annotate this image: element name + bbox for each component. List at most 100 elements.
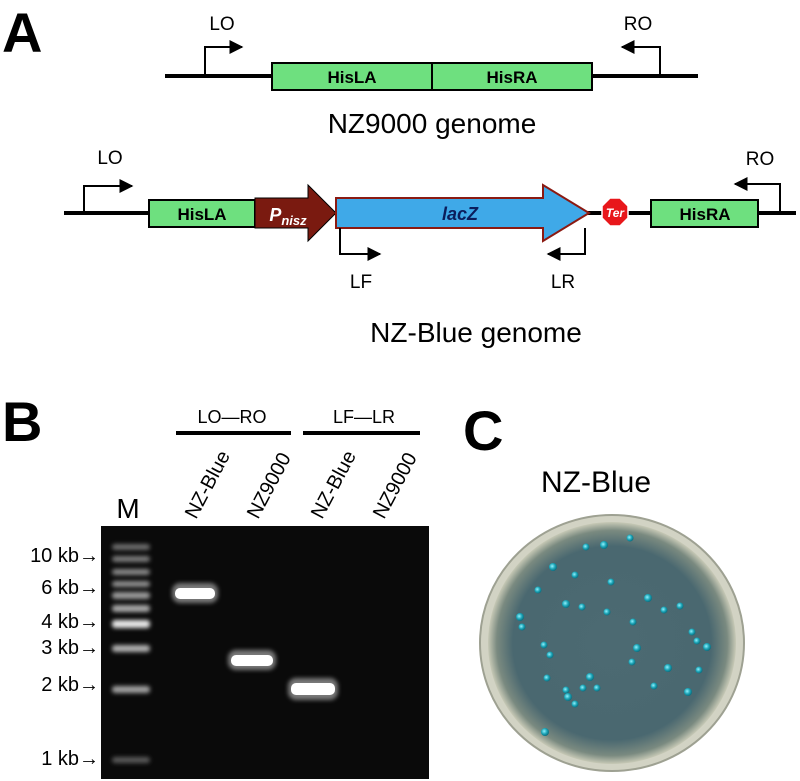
colony xyxy=(518,623,526,631)
terminator-octagon xyxy=(601,197,629,227)
ladder-band xyxy=(112,686,150,693)
hisla-label: HisLA xyxy=(327,68,376,87)
colony xyxy=(664,664,672,672)
panel-c-letter: C xyxy=(463,399,503,462)
plate-title: NZ-Blue xyxy=(541,466,651,499)
gel-headers: LO—RO LF—LR M NZ-Blue NZ9000 NZ-Blue NZ9… xyxy=(116,407,421,524)
hisra-label: HisRA xyxy=(679,205,730,224)
colony xyxy=(541,728,549,736)
colony xyxy=(582,543,590,551)
colony xyxy=(600,541,608,549)
colony xyxy=(516,613,524,621)
sample-bands xyxy=(172,583,338,700)
panel-b-letter: B xyxy=(2,390,42,453)
ladder-label: 4 kb→ xyxy=(41,611,99,633)
terminator-label: Ter xyxy=(606,206,626,220)
gel-image xyxy=(101,526,429,779)
ladder-band xyxy=(112,569,150,575)
colony xyxy=(562,600,570,608)
colony xyxy=(633,644,641,652)
colony xyxy=(549,563,557,571)
pnisz-label-sub: nisz xyxy=(281,213,307,228)
lane-label: NZ-Blue xyxy=(307,447,361,522)
panel-a-letter: A xyxy=(2,1,42,64)
colony xyxy=(695,666,703,674)
lo-primer-arrow xyxy=(83,179,134,213)
colony xyxy=(644,594,652,602)
lane-label: NZ-Blue xyxy=(181,447,235,522)
marker-lane-label: M xyxy=(116,493,139,524)
hisra-box xyxy=(650,199,759,228)
pnisz-label: Pnisz xyxy=(269,205,307,228)
colony xyxy=(593,684,601,692)
ro-primer-label: RO xyxy=(624,14,653,35)
lo-primer-label: LO xyxy=(209,14,234,35)
ladder-band xyxy=(112,556,150,562)
colony xyxy=(543,674,551,682)
petri-dish xyxy=(479,514,745,772)
colony xyxy=(628,658,636,666)
colony xyxy=(534,586,542,594)
ladder-band xyxy=(112,605,150,612)
colony xyxy=(629,618,637,626)
lo-primer-label: LO xyxy=(97,148,122,169)
colony xyxy=(703,643,711,651)
colony xyxy=(579,684,587,692)
ro-primer-label: RO xyxy=(746,149,775,170)
band-nz9000-lo-ro xyxy=(231,655,273,666)
lr-primer-label: LR xyxy=(551,272,575,293)
band-nzblue-lo-ro xyxy=(175,588,215,599)
nz9000-construct: HisLA HisRA LO RO NZ9000 genome xyxy=(165,14,698,139)
ladder-label: 2 kb→ xyxy=(41,674,99,696)
colony xyxy=(676,602,684,610)
ladder-labels: 10 kb→ 6 kb→ 4 kb→ 3 kb→ 2 kb→ 1 kb→ xyxy=(30,545,99,770)
ro-primer-arrow xyxy=(620,40,661,76)
ro-primer-arrow xyxy=(733,177,781,213)
ladder-band xyxy=(112,645,150,652)
hisra-box xyxy=(431,62,593,91)
pnisz-label-main: P xyxy=(269,205,282,225)
colony xyxy=(540,641,548,649)
nz9000-genome-title: NZ9000 genome xyxy=(328,108,537,139)
lane-label: NZ9000 xyxy=(243,449,296,522)
colony xyxy=(562,686,570,694)
nzblue-genome-title: NZ-Blue genome xyxy=(370,317,582,348)
lacz-label: lacZ xyxy=(442,204,479,224)
lo-primer-arrow xyxy=(204,40,244,76)
colony xyxy=(586,673,594,681)
lf-primer-label: LF xyxy=(350,272,372,293)
ladder-label: 3 kb→ xyxy=(41,637,99,659)
colony xyxy=(626,534,634,542)
colony xyxy=(688,628,696,636)
ladder-label: 1 kb→ xyxy=(41,748,99,770)
ladder-band xyxy=(112,757,150,763)
ladder-band xyxy=(112,544,150,550)
pnisz-promoter-arrow xyxy=(254,183,337,243)
ladder-label: 10 kb→ xyxy=(30,545,99,567)
ladder-bands xyxy=(112,544,150,763)
lane-label: NZ9000 xyxy=(369,449,422,522)
lacz-gene-arrow xyxy=(335,183,591,243)
colony xyxy=(650,682,658,690)
colony xyxy=(546,651,554,659)
ladder-band xyxy=(112,592,150,599)
lf-primer-arrow xyxy=(339,228,382,261)
ladder-label: 6 kb→ xyxy=(41,577,99,599)
ladder-band xyxy=(112,581,150,587)
hisra-label: HisRA xyxy=(486,68,537,87)
colony xyxy=(684,688,692,696)
ladder-band xyxy=(112,620,150,628)
plate-agar xyxy=(488,522,736,764)
hisla-box xyxy=(148,199,256,228)
lr-primer-arrow xyxy=(546,228,586,261)
hisla-label: HisLA xyxy=(177,205,226,224)
colonies xyxy=(516,534,711,736)
colony xyxy=(571,571,579,579)
colony xyxy=(660,606,668,614)
nzblue-construct: HisLA Pnisz lacZ Ter HisRA LO RO LF LR N… xyxy=(64,148,796,348)
group-lf-lr-label: LF—LR xyxy=(333,407,395,427)
colony xyxy=(607,578,615,586)
band-nzblue-lf-lr xyxy=(291,683,335,695)
colony xyxy=(571,700,579,708)
